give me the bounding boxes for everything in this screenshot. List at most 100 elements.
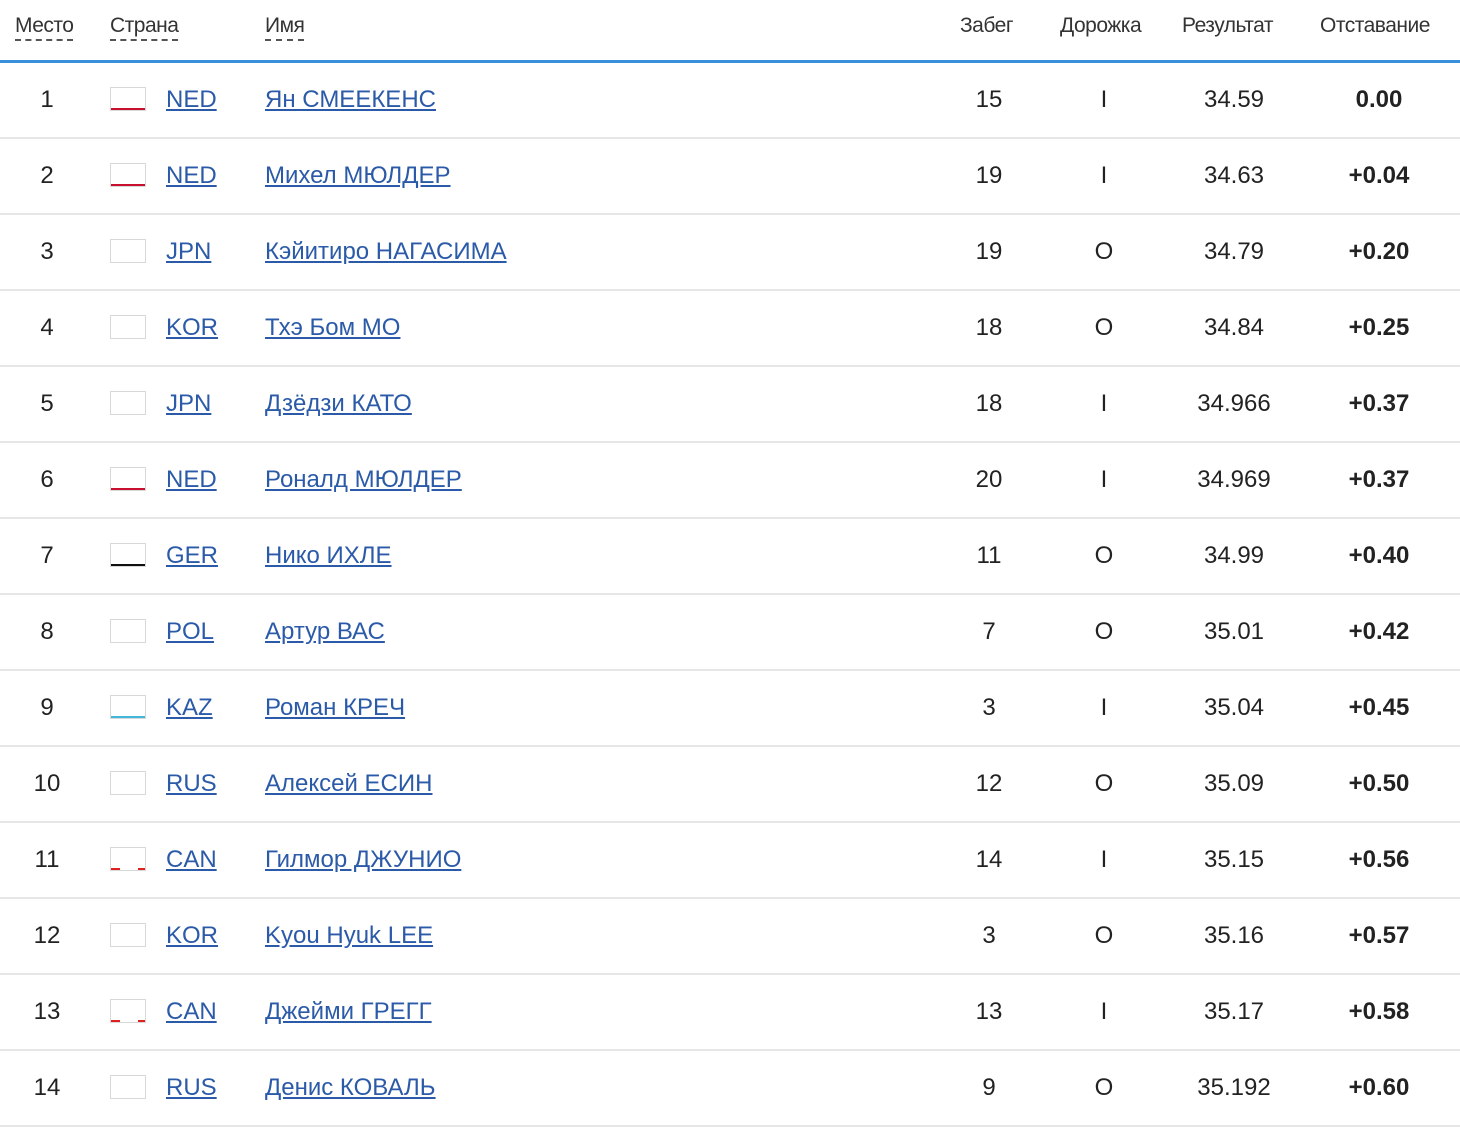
gap-cell: +0.57: [1348, 922, 1410, 949]
heat-cell: 7: [982, 618, 996, 645]
result-cell: 34.84: [1203, 314, 1265, 341]
country-link[interactable]: RUS: [166, 770, 217, 797]
gap-cell: +0.37: [1348, 466, 1410, 493]
heat-cell: 18: [975, 314, 1003, 341]
lane-cell: O: [1094, 618, 1114, 645]
place-cell: 10: [33, 770, 61, 797]
gap-cell: +0.50: [1348, 770, 1410, 797]
gap-cell: +0.25: [1348, 314, 1410, 341]
japan-flag-icon: [110, 391, 146, 415]
country-link[interactable]: GER: [166, 542, 219, 569]
result-cell: 34.79: [1203, 238, 1265, 265]
country-link[interactable]: KOR: [166, 314, 219, 341]
table-row: 8 POL Артур ВАС 7 O 35.01 +0.42: [0, 595, 1460, 671]
lane-cell: I: [1100, 390, 1108, 417]
country-link[interactable]: POL: [166, 618, 215, 645]
flag-cell: [110, 443, 148, 517]
heat-cell: 19: [975, 238, 1003, 265]
athlete-link[interactable]: Роман КРЕЧ: [265, 694, 406, 721]
lane-cell: I: [1100, 846, 1108, 873]
place-cell: 1: [40, 86, 54, 113]
result-cell: 35.16: [1203, 922, 1265, 949]
country-link[interactable]: JPN: [166, 390, 212, 417]
netherlands-flag-icon: [110, 467, 146, 491]
country-link[interactable]: KAZ: [166, 694, 213, 721]
result-cell: 34.966: [1197, 390, 1271, 417]
flag-cell: [110, 215, 148, 289]
lane-cell: I: [1100, 86, 1108, 113]
athlete-link[interactable]: Гилмор ДЖУНИО: [265, 846, 462, 873]
country-cell: NED: [166, 443, 217, 517]
athlete-link[interactable]: Денис КОВАЛЬ: [265, 1074, 436, 1101]
name-cell: Нико ИХЛЕ: [265, 519, 392, 593]
germany-flag-icon: [110, 543, 146, 567]
place-cell: 3: [40, 238, 54, 265]
result-cell: 35.04: [1203, 694, 1265, 721]
flag-cell: [110, 367, 148, 441]
name-cell: Ян СМЕЕКЕНС: [265, 63, 436, 137]
flag-cell: [110, 595, 148, 669]
header-place[interactable]: Место: [15, 14, 74, 41]
lane-cell: O: [1094, 1074, 1114, 1101]
netherlands-flag-icon: [110, 87, 146, 111]
place-cell: 6: [40, 466, 54, 493]
table-row: 1 NED Ян СМЕЕКЕНС 15 I 34.59 0.00: [0, 63, 1460, 139]
place-cell: 14: [33, 1074, 61, 1101]
athlete-link[interactable]: Кэйитиро НАГАСИМА: [265, 238, 507, 265]
heat-cell: 18: [975, 390, 1003, 417]
lane-cell: O: [1094, 770, 1114, 797]
header-name[interactable]: Имя: [265, 14, 305, 41]
athlete-link[interactable]: Джейми ГРЕГГ: [265, 998, 432, 1025]
athlete-link[interactable]: Ян СМЕЕКЕНС: [265, 86, 436, 113]
lane-cell: I: [1100, 162, 1108, 189]
table-row: 13 CAN Джейми ГРЕГГ 13 I 35.17 +0.58: [0, 975, 1460, 1051]
flag-cell: [110, 823, 148, 897]
country-link[interactable]: NED: [166, 162, 217, 189]
gap-cell: +0.60: [1348, 1074, 1410, 1101]
heat-cell: 15: [975, 86, 1003, 113]
gap-cell: 0.00: [1355, 86, 1403, 113]
result-cell: 35.17: [1203, 998, 1265, 1025]
header-country[interactable]: Страна: [110, 14, 179, 41]
athlete-link[interactable]: Тхэ Бом МО: [265, 314, 401, 341]
athlete-link[interactable]: Артур ВАС: [265, 618, 385, 645]
name-cell: Джейми ГРЕГГ: [265, 975, 432, 1049]
flag-cell: [110, 291, 148, 365]
gap-cell: +0.45: [1348, 694, 1410, 721]
result-cell: 34.63: [1203, 162, 1265, 189]
country-link[interactable]: CAN: [166, 846, 217, 873]
lane-cell: O: [1094, 314, 1114, 341]
header-gap: Отставание: [1320, 14, 1430, 37]
country-link[interactable]: NED: [166, 86, 217, 113]
athlete-link[interactable]: Нико ИХЛЕ: [265, 542, 392, 569]
result-cell: 34.969: [1197, 466, 1271, 493]
table-row: 3 JPN Кэйитиро НАГАСИМА 19 O 34.79 +0.20: [0, 215, 1460, 291]
heat-cell: 3: [982, 694, 996, 721]
country-link[interactable]: NED: [166, 466, 217, 493]
name-cell: Гилмор ДЖУНИО: [265, 823, 461, 897]
athlete-link[interactable]: Михел МЮЛДЕР: [265, 162, 451, 189]
heat-cell: 19: [975, 162, 1003, 189]
country-link[interactable]: CAN: [166, 998, 217, 1025]
table-header: Место Страна Имя Забег Дорожка Результат…: [0, 0, 1460, 63]
lane-cell: I: [1100, 998, 1108, 1025]
heat-cell: 14: [975, 846, 1003, 873]
table-row: 11 CAN Гилмор ДЖУНИО 14 I 35.15 +0.56: [0, 823, 1460, 899]
country-cell: JPN: [166, 215, 211, 289]
athlete-link[interactable]: Дзёдзи КАТО: [265, 390, 412, 417]
lane-cell: I: [1100, 466, 1108, 493]
place-cell: 13: [33, 998, 61, 1025]
header-lane: Дорожка: [1060, 14, 1142, 37]
country-cell: NED: [166, 139, 217, 213]
athlete-link[interactable]: Алексей ЕСИН: [265, 770, 433, 797]
country-link[interactable]: RUS: [166, 1074, 217, 1101]
name-cell: Роналд МЮЛДЕР: [265, 443, 462, 517]
flag-cell: [110, 519, 148, 593]
gap-cell: +0.58: [1348, 998, 1410, 1025]
country-link[interactable]: KOR: [166, 922, 219, 949]
athlete-link[interactable]: Kyou Hyuk LEE: [265, 922, 434, 949]
country-link[interactable]: JPN: [166, 238, 212, 265]
athlete-link[interactable]: Роналд МЮЛДЕР: [265, 466, 462, 493]
flag-cell: [110, 1051, 148, 1125]
